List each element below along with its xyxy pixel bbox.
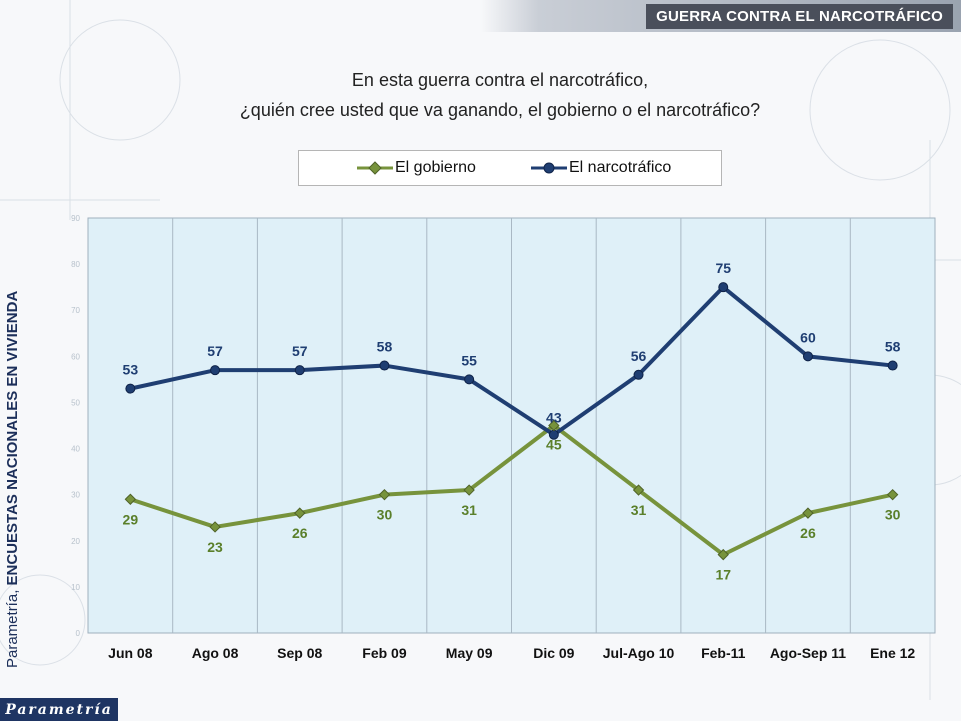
x-tick-label: Feb 09 — [362, 645, 407, 661]
data-label-narcotrafico: 57 — [292, 343, 308, 359]
data-label-narcotrafico: 58 — [885, 339, 901, 355]
data-label-narcotrafico: 56 — [631, 348, 647, 364]
series-line-gobierno — [129, 423, 894, 557]
data-point-gobierno — [209, 521, 221, 533]
legend-item-narcotrafico: El narcotráfico — [531, 151, 671, 185]
x-tick-label: May 09 — [446, 645, 493, 661]
data-label-narcotrafico: 58 — [377, 339, 393, 355]
data-label-gobierno: 31 — [461, 502, 477, 518]
data-point-gobierno — [632, 484, 645, 496]
data-label-gobierno: 26 — [292, 525, 308, 541]
data-label-narcotrafico: 53 — [123, 362, 139, 378]
source-prefix: Parametría, — [4, 585, 21, 668]
question-line-2: ¿quién cree usted que va ganando, el gob… — [239, 100, 761, 120]
y-tick-label: 50 — [71, 398, 80, 407]
data-label-gobierno: 45 — [546, 437, 562, 453]
data-label-narcotrafico: 43 — [546, 410, 562, 426]
y-tick-label: 20 — [71, 537, 80, 546]
y-tick-label: 80 — [71, 260, 80, 269]
data-label-gobierno: 30 — [377, 507, 393, 523]
x-tick-label: Jun 08 — [108, 645, 153, 661]
data-point-narcotrafico — [294, 365, 305, 376]
x-tick-label: Sep 08 — [277, 645, 322, 661]
data-point-narcotrafico — [718, 282, 729, 293]
x-tick-label: Feb-11 — [701, 645, 746, 661]
x-tick-label: Ene 12 — [870, 645, 915, 661]
data-label-narcotrafico: 75 — [715, 260, 731, 276]
question-line-1: En esta guerra contra el narcotráfico, — [351, 70, 649, 90]
data-point-gobierno — [463, 484, 475, 496]
source-emphasis: ENCUESTAS NACIONALES EN VIVIENDA — [4, 290, 21, 586]
x-tick-label: Dic 09 — [533, 645, 574, 661]
data-point-gobierno — [124, 493, 137, 505]
parametria-logo: Parametría — [0, 698, 118, 721]
data-point-gobierno — [378, 488, 391, 501]
y-tick-label: 70 — [71, 306, 80, 315]
data-label-gobierno: 29 — [123, 511, 139, 527]
data-label-narcotrafico: 60 — [800, 329, 816, 345]
legend-marker-gobierno — [357, 161, 393, 175]
data-label-gobierno: 26 — [800, 525, 816, 541]
data-point-narcotrafico — [887, 360, 898, 371]
data-label-gobierno: 30 — [885, 507, 901, 523]
x-tick-label: Ago 08 — [192, 645, 239, 661]
data-point-narcotrafico — [464, 374, 475, 385]
x-tick-label: Jul-Ago 10 — [603, 645, 675, 661]
data-point-narcotrafico — [210, 365, 221, 376]
y-tick-label: 0 — [76, 629, 81, 638]
data-point-gobierno — [548, 419, 560, 432]
data-point-narcotrafico — [379, 360, 390, 371]
y-tick-label: 90 — [71, 214, 80, 223]
data-point-gobierno — [294, 507, 306, 519]
data-label-gobierno: 23 — [207, 539, 223, 555]
legend-label-narcotrafico: El narcotráfico — [569, 159, 672, 176]
y-tick-label: 40 — [71, 445, 80, 454]
data-label-narcotrafico: 55 — [461, 352, 477, 368]
legend-label-gobierno: El gobierno — [395, 159, 476, 176]
legend-item-gobierno: El gobierno — [357, 151, 476, 185]
legend-marker-narcotrafico — [531, 162, 567, 174]
y-tick-label: 60 — [71, 352, 80, 361]
data-point-narcotrafico — [802, 351, 813, 362]
data-point-gobierno — [802, 507, 814, 519]
data-label-gobierno: 31 — [631, 502, 647, 518]
x-tick-label: Ago-Sep 11 — [770, 645, 846, 661]
data-point-narcotrafico — [633, 369, 644, 380]
chart-legend: El gobierno El narcotráfico — [298, 150, 722, 186]
data-point-narcotrafico — [125, 383, 136, 394]
series-line-narcotrafico — [129, 285, 893, 437]
data-label-gobierno: 17 — [715, 567, 731, 583]
data-point-gobierno — [886, 488, 899, 501]
data-label-narcotrafico: 57 — [207, 343, 223, 359]
page-title: GUERRA CONTRA EL NARCOTRÁFICO — [646, 4, 953, 29]
y-tick-label: 10 — [71, 583, 80, 592]
source-label: Parametría, ENCUESTAS NACIONALES EN VIVI… — [4, 291, 21, 668]
y-tick-label: 30 — [71, 491, 80, 500]
data-point-gobierno — [717, 548, 729, 561]
